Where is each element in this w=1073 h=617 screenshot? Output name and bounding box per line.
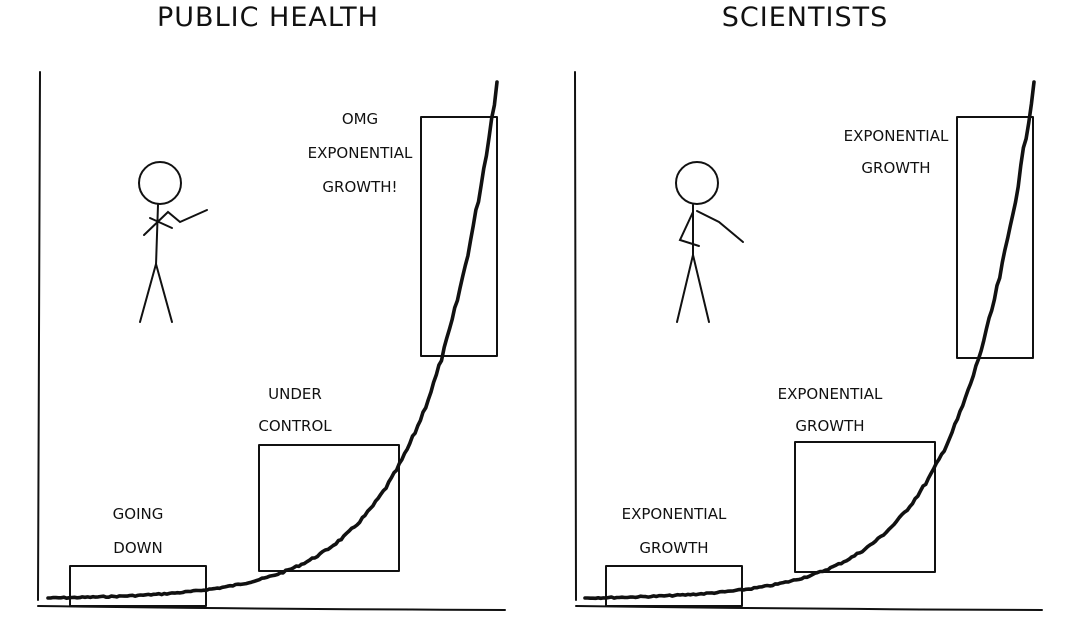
label-going-down-line1: GOING xyxy=(112,505,164,523)
y-axis xyxy=(574,71,577,601)
y-axis xyxy=(37,71,41,601)
stick-figure xyxy=(675,161,744,323)
box-mid xyxy=(258,444,400,572)
figure-arm xyxy=(678,211,700,247)
box-mid xyxy=(794,441,936,573)
label-mid-line2: GROWTH xyxy=(795,417,865,435)
label-low-line1: EXPONENTIAL xyxy=(621,505,727,523)
figure-leg xyxy=(692,254,710,323)
figure-arm xyxy=(143,209,208,236)
box-low xyxy=(69,565,207,607)
exponential-curve xyxy=(583,80,1036,601)
stick-figure xyxy=(138,161,208,323)
label-high-line2: GROWTH xyxy=(861,159,931,177)
label-going-down-line2: DOWN xyxy=(113,539,163,557)
label-omg-line3: GROWTH! xyxy=(322,178,398,196)
panel-public-health: PUBLIC HEALTH GOING DOWN UNDER CONTROL O… xyxy=(0,0,536,617)
exponential-curve xyxy=(46,80,499,600)
comic-drawing xyxy=(37,71,506,611)
figure-head xyxy=(138,161,182,205)
label-omg-line2: EXPONENTIAL xyxy=(307,144,413,162)
figure-arm xyxy=(149,217,173,229)
panel-title: SCIENTISTS xyxy=(721,2,889,33)
label-high-line1: EXPONENTIAL xyxy=(843,127,949,145)
label-under-control-line1: UNDER xyxy=(268,385,322,403)
figure-body xyxy=(155,204,159,266)
box-low xyxy=(605,565,743,607)
figure-leg xyxy=(139,263,157,323)
panel-scientists: SCIENTISTS EXPONENTIAL GROWTH EXPONENTIA… xyxy=(537,0,1073,617)
comic-drawing xyxy=(574,71,1043,611)
label-mid-line1: EXPONENTIAL xyxy=(777,385,883,403)
figure-head xyxy=(675,161,719,205)
label-omg-line1: OMG xyxy=(341,110,379,128)
figure-arm xyxy=(696,210,744,243)
box-high xyxy=(956,116,1034,359)
box-high xyxy=(420,116,498,357)
figure-leg xyxy=(155,263,173,323)
figure-leg xyxy=(676,254,694,323)
panel-title: PUBLIC HEALTH xyxy=(157,2,379,33)
label-low-line2: GROWTH xyxy=(639,539,709,557)
label-under-control-line2: CONTROL xyxy=(258,417,332,435)
